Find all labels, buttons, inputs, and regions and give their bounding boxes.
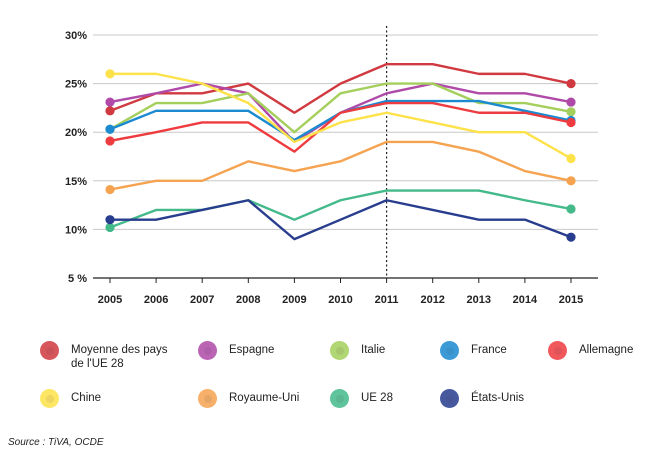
series-line bbox=[108, 189, 573, 229]
x-axis: 2005 2006 2007 2008 2009 2010 2011 2012 2013 2014… bbox=[93, 277, 598, 306]
series-line bbox=[108, 82, 573, 134]
series-point bbox=[566, 232, 576, 242]
series-point bbox=[566, 107, 576, 117]
series-point bbox=[105, 69, 115, 79]
series-point bbox=[105, 184, 115, 195]
y-axis: 30% 25% 20% 15% 10% 5 % bbox=[65, 30, 87, 285]
x-tick-label: 2005 bbox=[98, 294, 122, 306]
y-tick-label: 5 % bbox=[68, 273, 87, 285]
x-tick-label: 2011 bbox=[375, 294, 399, 306]
x-tick-label: 2008 bbox=[236, 294, 260, 306]
series-line bbox=[108, 72, 573, 160]
series-line bbox=[108, 62, 573, 114]
line-chart: 30%25%20%15%10%5 % 2005 2006 2007 2008 2009 2… bbox=[65, 26, 598, 306]
y-tick-label: 30% bbox=[65, 30, 87, 42]
series-point bbox=[566, 153, 576, 164]
x-tick-label: 2012 bbox=[420, 294, 444, 306]
series-point bbox=[566, 204, 576, 214]
x-tick-label: 2010 bbox=[328, 294, 352, 306]
series-group bbox=[105, 62, 576, 242]
series-point bbox=[105, 106, 115, 116]
series-point bbox=[566, 176, 576, 186]
series-point bbox=[105, 222, 115, 233]
series-point bbox=[105, 97, 115, 107]
series-line bbox=[108, 101, 573, 153]
series-point bbox=[105, 215, 115, 225]
x-tick-label: 2009 bbox=[282, 294, 306, 306]
y-tick-label: 25% bbox=[65, 79, 87, 91]
x-tick-label: 2006 bbox=[144, 294, 168, 306]
x-tick-label: 2015 bbox=[559, 294, 583, 306]
series-line bbox=[108, 199, 573, 241]
series-line bbox=[108, 140, 573, 191]
series-point bbox=[105, 136, 115, 146]
series-point bbox=[566, 79, 576, 89]
series-point bbox=[566, 97, 576, 107]
y-tick-label: 20% bbox=[65, 127, 87, 139]
x-tick-label: 2007 bbox=[190, 294, 214, 306]
series-line bbox=[108, 99, 573, 142]
source-note: Source : TiVA, OCDE bbox=[8, 437, 104, 448]
y-tick-label: 10% bbox=[65, 224, 87, 236]
grid-lines bbox=[93, 34, 598, 279]
y-tick-label: 15% bbox=[65, 176, 87, 188]
x-tick-label: 2013 bbox=[467, 294, 491, 306]
series-point bbox=[566, 117, 576, 128]
series-point bbox=[105, 124, 115, 134]
x-tick-label: 2014 bbox=[513, 294, 538, 306]
